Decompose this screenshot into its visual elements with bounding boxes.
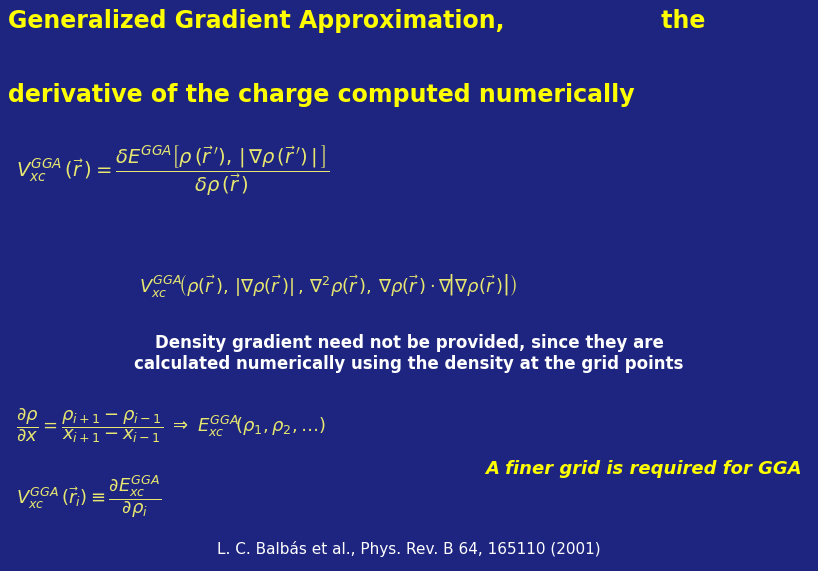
Text: $V_{xc}^{GGA}\,(\vec{r}_i) \equiv \dfrac{\partial E_{xc}^{GGA}}{\partial\rho_i}$: $V_{xc}^{GGA}\,(\vec{r}_i) \equiv \dfrac… bbox=[16, 473, 162, 520]
Text: A finer grid is required for GGA: A finer grid is required for GGA bbox=[485, 460, 802, 478]
Text: Generalized Gradient Approximation,                   the: Generalized Gradient Approximation, the bbox=[8, 9, 706, 33]
Text: derivative of the charge computed numerically: derivative of the charge computed numeri… bbox=[8, 83, 635, 107]
Text: $\dfrac{\partial\rho}{\partial x} = \dfrac{\rho_{i+1} - \rho_{i-1}}{x_{i+1} - x_: $\dfrac{\partial\rho}{\partial x} = \dfr… bbox=[16, 406, 326, 445]
Text: L. C. Balbás et al., Phys. Rev. B 64, 165110 (2001): L. C. Balbás et al., Phys. Rev. B 64, 16… bbox=[218, 541, 600, 557]
Text: $V_{xc}^{GGA}\,(\vec{r}\,) = \dfrac{\delta E^{GGA}\left[\rho\,(\vec{r}\,'),\,|\,: $V_{xc}^{GGA}\,(\vec{r}\,) = \dfrac{\del… bbox=[16, 144, 330, 199]
Text: Density gradient need not be provided, since they are
calculated numerically usi: Density gradient need not be provided, s… bbox=[134, 334, 684, 373]
Text: $V_{xc}^{GGA}\!\left(\rho(\vec{r}\,),\,|\nabla\rho(\vec{r}\,)|\,,\,\nabla^2\rho(: $V_{xc}^{GGA}\!\left(\rho(\vec{r}\,),\,|… bbox=[139, 272, 517, 299]
